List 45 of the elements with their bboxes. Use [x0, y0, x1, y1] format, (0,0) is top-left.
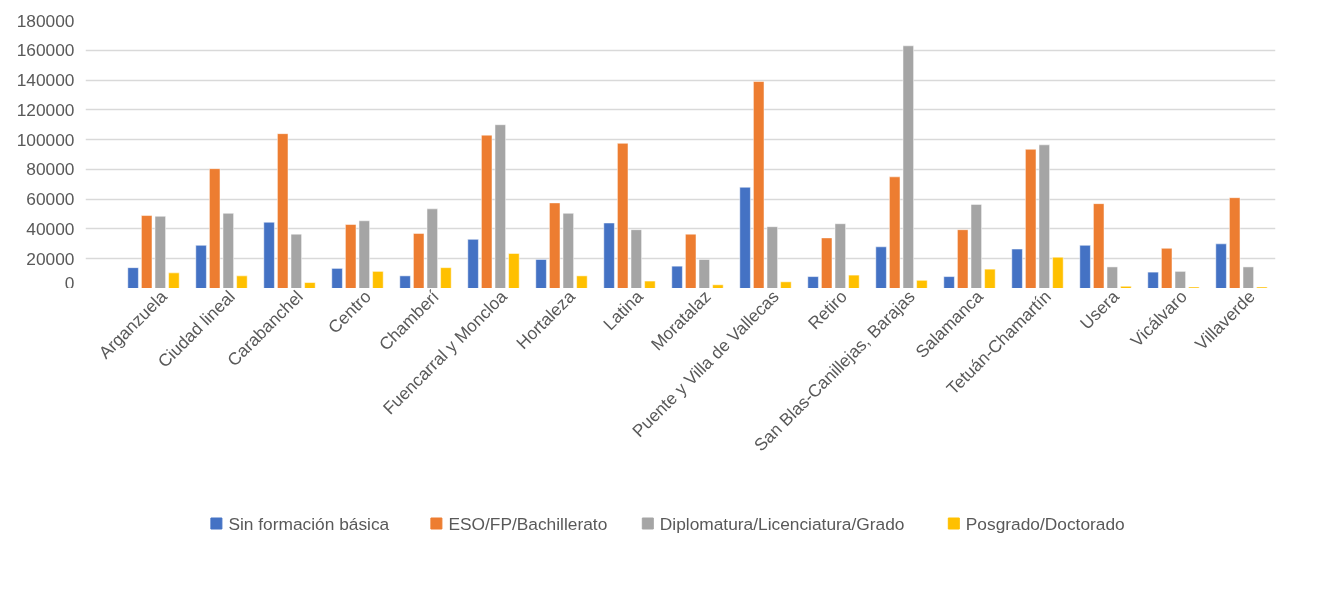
bar: [1052, 256, 1064, 288]
bar: [739, 187, 751, 288]
y-tick-label: 0: [64, 272, 75, 293]
bar: [671, 265, 683, 288]
y-tick-label: 80000: [26, 159, 75, 180]
bar: [875, 246, 887, 288]
bar: [372, 271, 384, 288]
legend-label: Diplomatura/Licenciatura/Grado: [659, 513, 905, 534]
bar: [467, 239, 479, 288]
legend-label: Sin formación básica: [228, 513, 390, 534]
bar: [984, 268, 996, 288]
bar: [508, 253, 520, 288]
bar: [712, 284, 724, 288]
y-tick-label: 120000: [16, 99, 75, 120]
bar: [576, 275, 588, 288]
bar: [535, 259, 547, 288]
bar: [331, 268, 343, 288]
bar: [644, 280, 656, 288]
bar: [1215, 243, 1227, 288]
y-tick-label: 180000: [16, 10, 75, 31]
bar: [127, 267, 139, 288]
y-tick-label: 20000: [26, 248, 75, 269]
bar: [399, 275, 411, 288]
y-tick-label: 60000: [26, 189, 75, 210]
bar: [848, 274, 860, 288]
bar: [603, 222, 615, 288]
bar: [780, 281, 792, 288]
bar: [1147, 271, 1159, 288]
bar: [304, 282, 316, 288]
bar: [1079, 245, 1091, 288]
legend-label: ESO/FP/Bachillerato: [448, 513, 608, 534]
y-tick-label: 100000: [16, 129, 75, 150]
y-tick-label: 160000: [16, 40, 75, 61]
bar: [807, 276, 819, 288]
bar: [440, 267, 452, 288]
bar: [263, 221, 275, 288]
y-tick-label: 40000: [26, 218, 75, 239]
bar: [236, 275, 248, 288]
bar: [168, 272, 180, 288]
legend-label: Posgrado/Doctorado: [965, 513, 1125, 534]
y-tick-label: 140000: [16, 70, 75, 91]
bar: [195, 245, 207, 288]
bar: [916, 280, 928, 288]
bar: [943, 276, 955, 288]
bar: [1011, 248, 1023, 288]
